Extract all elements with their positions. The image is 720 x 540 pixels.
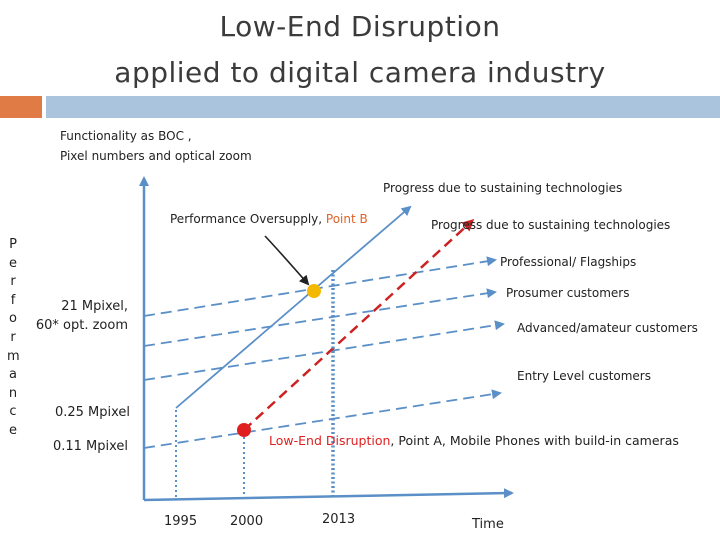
x-axis-title-time: Time <box>472 517 504 532</box>
point-a-marker <box>237 423 251 437</box>
label-point-a: Low-End Disruption, Point A, Mobile Phon… <box>269 433 679 448</box>
x-tick-1995: 1995 <box>164 514 198 529</box>
segment-line-entry <box>143 389 502 449</box>
perf-letter: e <box>9 422 17 438</box>
y-label-60-zoom: 60* opt. zoom <box>35 318 128 333</box>
perf-letter: a <box>9 367 17 383</box>
perf-letter: o <box>9 311 17 327</box>
perf-letter: c <box>9 404 17 420</box>
perf-letter: e <box>9 255 17 271</box>
label-sustaining-dashed: Progress due to sustaining technologies <box>431 218 671 232</box>
y-axis-title-line2: Pixel numbers and optical zoom <box>60 149 252 163</box>
x-tick-2000: 2000 <box>230 514 264 529</box>
disruptive-progress-line <box>243 218 475 431</box>
segment-line-prosumer <box>143 288 497 347</box>
x-axis <box>143 488 514 502</box>
perf-letter: P <box>9 237 17 252</box>
perf-letter: r <box>10 274 16 290</box>
label-point-a-colored: Low-End Disruption <box>269 433 391 448</box>
sustaining-progress-line <box>175 205 412 409</box>
perf-letter: n <box>8 385 18 401</box>
perf-letter: f <box>10 292 16 308</box>
perf-letter: r <box>10 329 16 345</box>
point-b-arrow <box>264 235 310 286</box>
label-point-b: Performance Oversupply, Point B <box>170 212 368 226</box>
slide-title-line1: Low-End Disruption <box>219 10 501 43</box>
y-label-025-mpixel: 0.25 Mpixel <box>54 405 130 420</box>
y-label-011-mpixel: 0.11 Mpixel <box>52 439 128 454</box>
label-prosumer: Prosumer customers <box>506 286 630 300</box>
point-b-marker <box>307 284 321 298</box>
accent-bar <box>0 96 42 118</box>
y-label-21mpixel: 21 Mpixel, <box>61 299 128 314</box>
label-advanced: Advanced/amateur customers <box>517 321 698 335</box>
label-point-b-prefix: Performance Oversupply, <box>170 212 326 226</box>
y-axis-title-line1: Functionality as BOC , <box>60 129 192 143</box>
slide-title-line2: applied to digital camera industry <box>114 56 606 89</box>
performance-vertical-label: P e r f o r m a n c e <box>7 236 20 441</box>
label-point-b-colored: Point B <box>325 212 368 226</box>
label-sustaining-solid: Progress due to sustaining technologies <box>383 181 623 195</box>
x-tick-2013: 2013 <box>322 512 356 527</box>
header-rule-bar <box>46 96 720 118</box>
label-entry: Entry Level customers <box>517 369 651 383</box>
label-professional: Professional/ Flagships <box>500 255 637 269</box>
label-point-a-rest: , Point A, Mobile Phones with build-in c… <box>390 433 679 448</box>
segment-line-advanced <box>143 320 505 381</box>
perf-letter: m <box>7 348 20 364</box>
